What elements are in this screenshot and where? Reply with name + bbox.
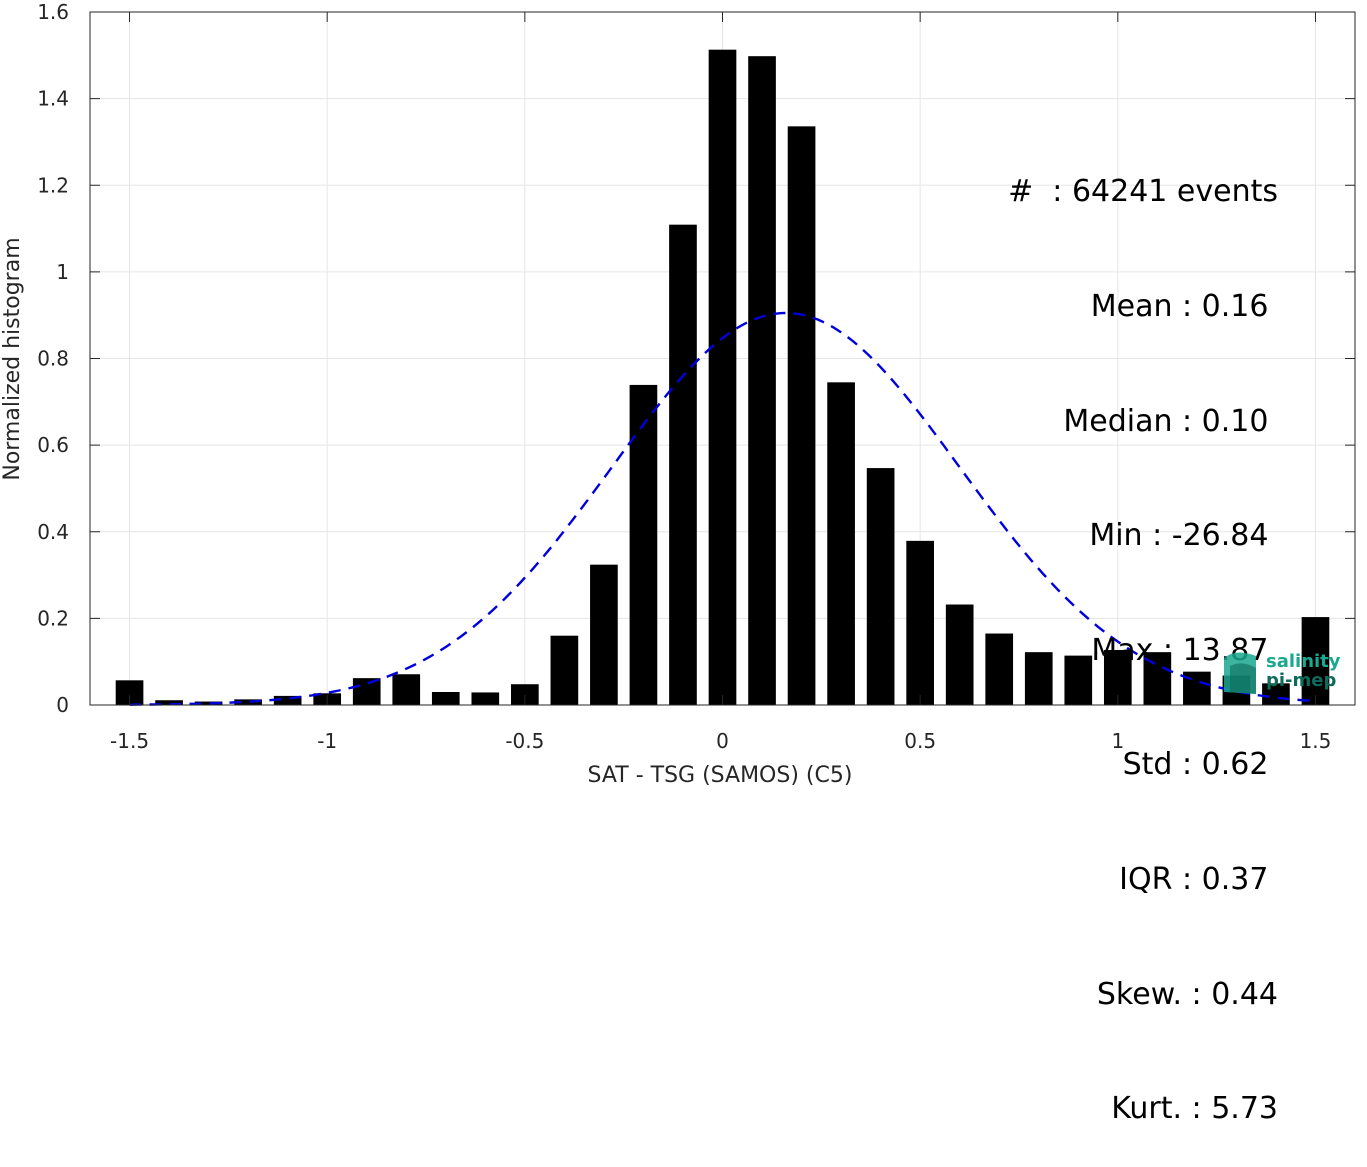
- histogram-bar: [550, 635, 579, 705]
- y-tick-label: 1.6: [37, 0, 69, 24]
- y-tick-label: 0.6: [37, 433, 69, 457]
- x-tick-label: 1: [1111, 729, 1124, 753]
- histogram-bar: [194, 701, 223, 705]
- logo-wave-shade: [1230, 663, 1256, 694]
- y-tick-label: 1: [56, 260, 69, 284]
- x-tick-label: 1.5: [1300, 729, 1332, 753]
- histogram-bar: [708, 49, 737, 705]
- axes: [89, 11, 1356, 706]
- histogram-bar: [748, 56, 776, 705]
- histogram-bar: [827, 382, 855, 705]
- x-tick-label: 0: [716, 729, 729, 753]
- histogram-bar: [352, 678, 381, 705]
- y-tick-label: 0.4: [37, 520, 69, 544]
- y-tick-label: 0.8: [37, 347, 69, 371]
- x-tick-label: -0.5: [505, 729, 544, 753]
- x-tick-label: -1.5: [110, 729, 149, 753]
- y-tick-label: 1.4: [37, 87, 69, 111]
- stat-skew: Skew. : 0.44: [1096, 976, 1278, 1012]
- x-tick-label: -1: [317, 729, 337, 753]
- histogram-bar: [511, 684, 539, 705]
- histogram-bar: [985, 633, 1014, 705]
- y-tick-label: 0.2: [37, 606, 69, 630]
- histogram-bar: [1301, 617, 1330, 705]
- histogram-bar: [866, 468, 895, 705]
- histogram-bar: [392, 674, 421, 705]
- y-tick-label: 0: [56, 693, 69, 717]
- logo-line2: pi-mep: [1266, 670, 1336, 691]
- histogram-bar: [669, 224, 697, 705]
- stat-kurt: Kurt. : 5.73: [1111, 1091, 1278, 1127]
- histogram-bar: [471, 692, 500, 705]
- histogram-bar: [1064, 655, 1093, 705]
- tick-labels: -1.5 -1 -0.5 0 0.5 1 1.5 0 0.2 0.4 0.6 0.8 1 1.2 1.4 1.…: [37, 0, 1331, 753]
- histogram-bar: [431, 692, 460, 705]
- stat-iqr: IQR : 0.37: [1119, 862, 1278, 898]
- stat-mean: Mean : 0.16: [1090, 289, 1278, 325]
- salinity-pi-mep-logo: salinity pi-mep: [1224, 651, 1341, 694]
- y-tick-label: 1.2: [37, 173, 69, 197]
- stat-std: Std : 0.62: [1122, 747, 1278, 783]
- stat-median: Median : 0.10: [1063, 403, 1278, 439]
- logo-line1: salinity: [1266, 651, 1341, 672]
- histogram-bar: [155, 700, 183, 705]
- histogram-bar: [273, 695, 302, 705]
- histogram-bar: [629, 384, 658, 705]
- stat-min: Min : -26.84: [1089, 518, 1278, 554]
- histogram-chart: -1.5 -1 -0.5 0 0.5 1 1.5 0 0.2 0.4 0.6 0.8 1 1.2 1.4 1.…: [0, 0, 1356, 785]
- stat-count: # : 64241 events: [1008, 174, 1278, 210]
- statistics-box: # : 64241 events Mean : 0.16 Median : 0.…: [1008, 97, 1278, 1167]
- x-axis-label: SAT - TSG (SAMOS) (C5): [588, 763, 853, 785]
- histogram-bar: [906, 540, 934, 705]
- y-axis-label: Normalized histogram: [0, 237, 25, 480]
- histogram-bar: [945, 604, 974, 705]
- histogram-bar: [590, 564, 618, 705]
- histogram-bar: [234, 699, 262, 705]
- histogram-bar: [787, 126, 816, 706]
- x-tick-label: 0.5: [904, 729, 936, 753]
- gaussian-fit-curve: [129, 311, 1316, 706]
- histogram-bar: [1024, 652, 1053, 705]
